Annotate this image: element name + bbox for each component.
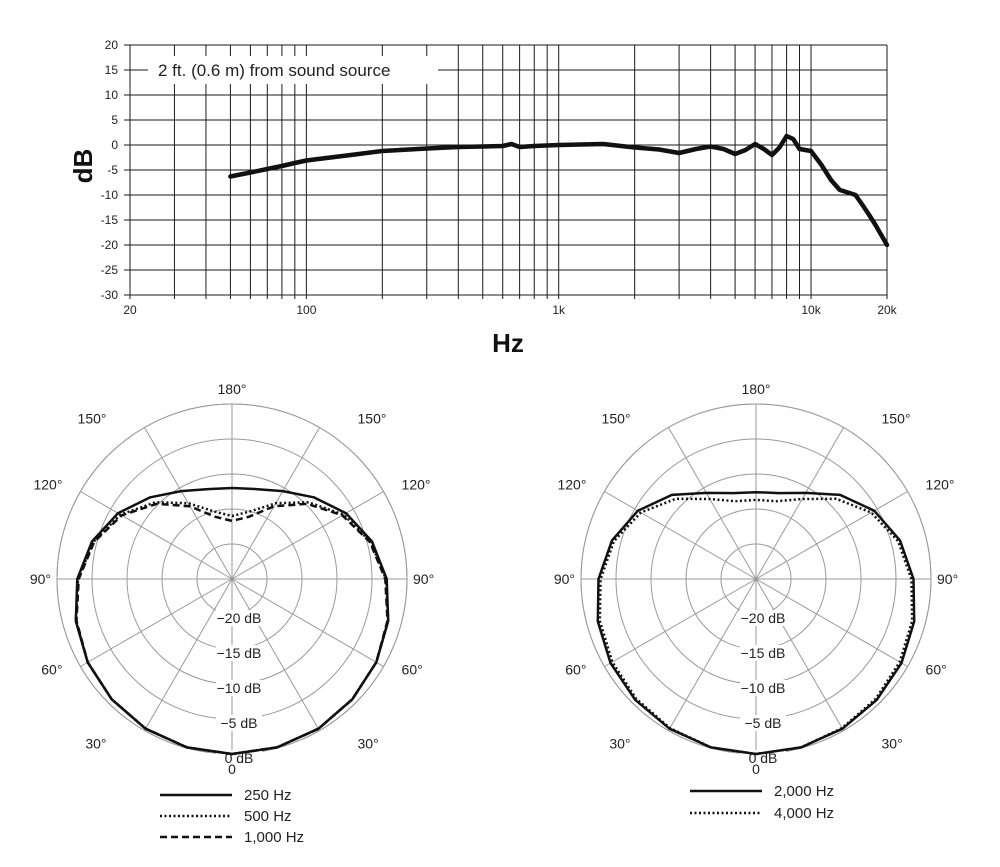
angle-label: 120°	[926, 477, 955, 493]
polar-spoke	[755, 491, 908, 580]
polar-series-4000hz	[598, 497, 914, 756]
ring-label: −20 dB	[217, 610, 262, 626]
x-axis-label: Hz	[492, 328, 524, 358]
angle-label: 90°	[554, 571, 575, 587]
legend-label-250hz: 250 Hz	[244, 787, 292, 804]
angle-label: 30°	[85, 736, 106, 752]
legend-low: 250 Hz 500 Hz 1,000 Hz	[160, 787, 304, 846]
angle-label: 60°	[565, 662, 586, 678]
ring-label-bg	[216, 645, 262, 661]
angle-label: 90°	[30, 571, 51, 587]
angle-label: 60°	[41, 662, 62, 678]
angle-label: 120°	[402, 477, 431, 493]
polar-spoke	[231, 578, 320, 731]
angle-label: 180°	[742, 381, 771, 397]
ring-label: −10 dB	[741, 680, 786, 696]
angle-label: 60°	[926, 662, 947, 678]
ring-label: −5 dB	[221, 715, 258, 731]
ring-label-bg	[740, 680, 786, 696]
angle-label: 150°	[358, 410, 387, 426]
y-tick-label: -5	[107, 163, 118, 177]
ring-label: −15 dB	[217, 645, 262, 661]
ring-label-bg	[216, 680, 262, 696]
polar-spoke	[668, 427, 757, 580]
angle-label: 60°	[402, 662, 423, 678]
angle-label: 150°	[882, 410, 911, 426]
polar-spoke	[604, 578, 757, 667]
angle-label: 30°	[882, 736, 903, 752]
ring-label: −5 dB	[745, 715, 782, 731]
polar-series-1000hz	[75, 502, 389, 756]
y-tick-label: -20	[101, 238, 119, 252]
y-tick-label: 20	[105, 38, 119, 52]
angle-label: 0	[752, 761, 760, 777]
y-tick-label: 15	[105, 63, 119, 77]
ring-label-bg	[216, 610, 262, 626]
angle-label: 180°	[218, 381, 247, 397]
frequency-response-axes: 20 15 10 5 0 -5 -10 -15 -20 -25 -30 20 100 1k 10k 20k	[101, 38, 898, 317]
polar-spoke	[231, 578, 384, 667]
angle-label: 90°	[937, 571, 958, 587]
ring-label: −20 dB	[741, 610, 786, 626]
y-axis-label: dB	[68, 149, 98, 184]
ring-label: −10 dB	[217, 680, 262, 696]
angle-label: 30°	[358, 736, 379, 752]
angle-label: 120°	[33, 477, 62, 493]
y-tick-label: -15	[101, 213, 119, 227]
polar-spoke	[231, 491, 384, 580]
ring-label-bg	[740, 715, 786, 731]
polar-spoke	[80, 491, 233, 580]
legend-label-1000hz: 1,000 Hz	[244, 829, 304, 846]
x-tick-label: 100	[296, 303, 316, 317]
y-tick-label: -30	[101, 288, 119, 302]
legend-high: 2,000 Hz 4,000 Hz	[690, 783, 834, 822]
legend-label-2000hz: 2,000 Hz	[774, 783, 834, 800]
ring-label-bg	[740, 645, 786, 661]
frequency-response-grid	[124, 44, 888, 299]
polar-spoke	[80, 578, 233, 667]
angle-label: 90°	[413, 571, 434, 587]
polar-spoke	[755, 427, 844, 580]
polar-spoke	[144, 578, 233, 731]
polar-spoke	[755, 578, 844, 731]
y-tick-label: -25	[101, 263, 119, 277]
polar-spoke	[144, 427, 233, 580]
chart-annotation: 2 ft. (0.6 m) from sound source	[158, 61, 390, 80]
x-tick-label: 20	[123, 303, 137, 317]
ring-label: −15 dB	[741, 645, 786, 661]
angle-label: 150°	[78, 410, 107, 426]
y-tick-label: 10	[105, 88, 119, 102]
legend-label-500hz: 500 Hz	[244, 808, 292, 825]
polar-spoke	[604, 491, 757, 580]
polar-spoke	[668, 578, 757, 731]
y-tick-label: -10	[101, 188, 119, 202]
polar-spoke	[755, 578, 908, 667]
angle-label: 0	[228, 761, 236, 777]
x-tick-label: 1k	[552, 303, 566, 317]
angle-label: 30°	[609, 736, 630, 752]
ring-label-bg	[216, 715, 262, 731]
frequency-response-series	[228, 133, 890, 248]
legend-label-4000hz: 4,000 Hz	[774, 805, 834, 822]
angle-label: 150°	[602, 410, 631, 426]
x-tick-label: 20k	[877, 303, 897, 317]
polar-series-2000hz	[596, 490, 916, 756]
frequency-response-line	[228, 133, 890, 248]
annotation-background	[148, 56, 438, 84]
angle-label: 120°	[557, 477, 586, 493]
y-tick-label: 0	[111, 138, 118, 152]
ring-label-bg	[740, 610, 786, 626]
y-tick-label: 5	[111, 113, 118, 127]
x-tick-label: 10k	[801, 303, 821, 317]
polar-series-500hz	[74, 501, 390, 756]
